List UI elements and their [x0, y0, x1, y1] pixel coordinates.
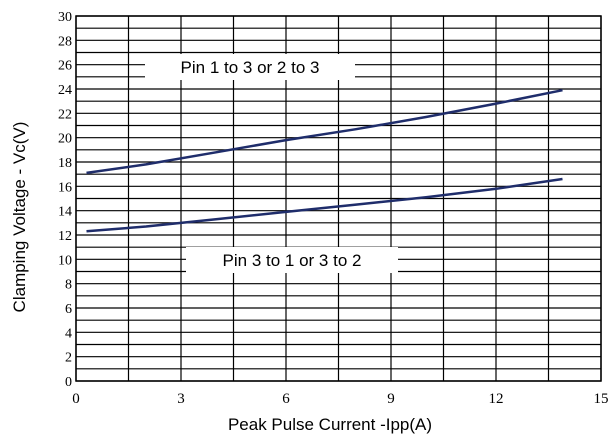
y-tick-label: 16: [58, 180, 72, 195]
annotation-pin-1-to-3: Pin 1 to 3 or 2 to 3: [181, 58, 320, 77]
y-tick-label: 14: [58, 205, 72, 220]
y-tick-label: 2: [65, 351, 72, 366]
grid: [75, 15, 602, 382]
y-tick-label: 28: [58, 34, 72, 49]
x-axis-title: Peak Pulse Current -Ipp(A): [228, 415, 432, 434]
x-tick-label: 3: [177, 391, 185, 407]
y-tick-label: 18: [58, 156, 72, 171]
annotations: Pin 1 to 3 or 2 to 3 Pin 3 to 1 or 3 to …: [145, 54, 398, 273]
y-tick-label: 8: [65, 278, 72, 293]
x-tick-label: 6: [282, 391, 290, 407]
annotation-1-box: [145, 54, 355, 80]
y-tick-label: 6: [65, 302, 72, 317]
series-line-2: [86, 177, 563, 233]
series-lines: [86, 88, 563, 233]
y-tick-label: 4: [65, 326, 72, 341]
y-axis-title: Clamping Voltage - Vc(V): [10, 122, 29, 313]
plot-frame: [75, 15, 602, 382]
y-tick-label: 0: [65, 375, 72, 390]
x-tick-label: 15: [594, 391, 609, 407]
x-tick-label: 0: [72, 391, 80, 407]
y-tick-label: 22: [58, 107, 72, 122]
series-line-1: [86, 88, 563, 175]
y-tick-label: 10: [58, 253, 72, 268]
x-tick-label: 12: [489, 391, 504, 407]
y-tick-label: 30: [58, 10, 72, 25]
annotation-2-box: [186, 247, 398, 273]
annotation-pin-3-to-1: Pin 3 to 1 or 3 to 2: [223, 251, 362, 270]
y-tick-label: 20: [58, 132, 72, 147]
y-tick-label: 26: [58, 59, 72, 74]
x-tick-label: 9: [387, 391, 395, 407]
y-tick-label: 24: [58, 83, 72, 98]
y-tick-label: 12: [58, 229, 72, 244]
